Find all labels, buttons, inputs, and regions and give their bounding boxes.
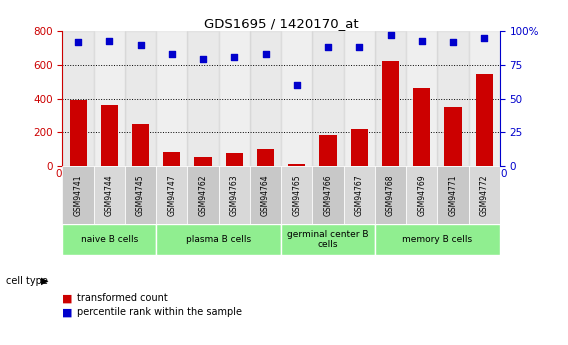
Bar bbox=[125, 166, 156, 224]
Point bbox=[292, 82, 301, 88]
Point bbox=[73, 39, 83, 45]
Text: 0: 0 bbox=[55, 169, 62, 179]
Text: germinal center B
cells: germinal center B cells bbox=[287, 230, 369, 249]
Bar bbox=[257, 149, 274, 166]
Bar bbox=[281, 166, 312, 224]
Point bbox=[354, 45, 364, 50]
Bar bbox=[125, 31, 156, 166]
Bar bbox=[101, 105, 118, 166]
Text: plasma B cells: plasma B cells bbox=[186, 235, 251, 244]
Text: GSM94762: GSM94762 bbox=[199, 174, 207, 216]
Point bbox=[324, 45, 333, 50]
Text: GSM94767: GSM94767 bbox=[355, 174, 364, 216]
Bar bbox=[406, 31, 437, 166]
Text: GSM94769: GSM94769 bbox=[417, 174, 426, 216]
Point bbox=[261, 51, 270, 57]
Text: GSM94766: GSM94766 bbox=[324, 174, 332, 216]
Bar bbox=[250, 31, 281, 166]
Bar bbox=[187, 31, 219, 166]
Text: GSM94747: GSM94747 bbox=[168, 174, 176, 216]
Bar bbox=[62, 224, 156, 255]
Text: GSM94764: GSM94764 bbox=[261, 174, 270, 216]
Title: GDS1695 / 1420170_at: GDS1695 / 1420170_at bbox=[204, 17, 358, 30]
Point bbox=[167, 51, 176, 57]
Bar bbox=[413, 88, 431, 166]
Text: GSM94744: GSM94744 bbox=[105, 174, 114, 216]
Point bbox=[229, 54, 239, 59]
Text: ▶: ▶ bbox=[41, 276, 48, 286]
Bar bbox=[375, 166, 406, 224]
Bar bbox=[163, 152, 181, 166]
Bar bbox=[475, 74, 493, 166]
Bar bbox=[444, 107, 462, 166]
Bar bbox=[219, 31, 250, 166]
Bar bbox=[281, 31, 312, 166]
Bar bbox=[382, 61, 399, 166]
Bar bbox=[281, 224, 375, 255]
Text: ■: ■ bbox=[62, 294, 73, 303]
Bar bbox=[156, 31, 187, 166]
Text: GSM94741: GSM94741 bbox=[74, 174, 82, 216]
Text: 0: 0 bbox=[500, 169, 507, 179]
Text: percentile rank within the sample: percentile rank within the sample bbox=[77, 307, 241, 317]
Bar bbox=[350, 129, 368, 166]
Text: naive B cells: naive B cells bbox=[81, 235, 138, 244]
Bar bbox=[469, 31, 500, 166]
Bar bbox=[94, 31, 125, 166]
Point bbox=[386, 32, 395, 38]
Bar bbox=[94, 166, 125, 224]
Point bbox=[136, 42, 145, 47]
Bar bbox=[225, 154, 243, 166]
Point bbox=[105, 38, 114, 43]
Text: memory B cells: memory B cells bbox=[402, 235, 473, 244]
Bar bbox=[219, 166, 250, 224]
Point bbox=[448, 39, 457, 45]
Bar bbox=[187, 166, 219, 224]
Bar bbox=[194, 157, 212, 166]
Bar bbox=[406, 166, 437, 224]
Text: GSM94771: GSM94771 bbox=[449, 174, 457, 216]
Bar bbox=[312, 31, 344, 166]
Bar bbox=[344, 166, 375, 224]
Bar bbox=[312, 166, 344, 224]
Bar bbox=[375, 31, 406, 166]
Bar bbox=[288, 165, 306, 166]
Bar bbox=[319, 135, 337, 166]
Text: transformed count: transformed count bbox=[77, 294, 168, 303]
Bar bbox=[250, 166, 281, 224]
Point bbox=[417, 38, 426, 43]
Bar bbox=[132, 124, 149, 166]
Bar bbox=[62, 166, 94, 224]
Bar bbox=[62, 31, 94, 166]
Text: GSM94772: GSM94772 bbox=[480, 174, 488, 216]
Text: cell type: cell type bbox=[6, 276, 48, 286]
Bar bbox=[156, 166, 187, 224]
Bar bbox=[437, 31, 469, 166]
Text: ■: ■ bbox=[62, 307, 73, 317]
Bar bbox=[375, 224, 500, 255]
Bar bbox=[156, 224, 281, 255]
Text: GSM94768: GSM94768 bbox=[386, 174, 395, 216]
Bar bbox=[469, 166, 500, 224]
Text: GSM94745: GSM94745 bbox=[136, 174, 145, 216]
Bar bbox=[344, 31, 375, 166]
Bar bbox=[69, 100, 87, 166]
Point bbox=[199, 57, 208, 62]
Bar bbox=[437, 166, 469, 224]
Point bbox=[479, 35, 488, 41]
Text: GSM94765: GSM94765 bbox=[293, 174, 301, 216]
Text: GSM94763: GSM94763 bbox=[230, 174, 239, 216]
